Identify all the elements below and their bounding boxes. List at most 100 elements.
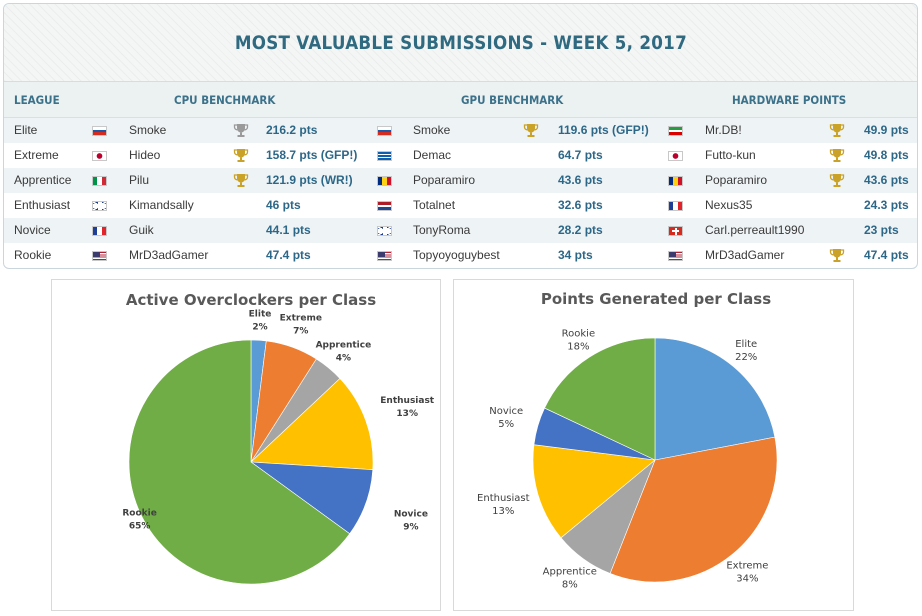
flag-jp-icon <box>668 151 683 161</box>
cpu-points: 216.2 pts <box>266 123 318 137</box>
leaderboard-header: MOST VALUABLE SUBMISSIONS - WEEK 5, 2017 <box>4 4 917 82</box>
gpu-player-name: Smoke <box>413 123 451 137</box>
flag-nl-icon <box>377 201 392 211</box>
league-name: Enthusiast <box>14 198 71 212</box>
gpu-points: 119.6 pts (GFP!) <box>558 123 649 137</box>
slice-category-label: Enthusiast <box>477 493 530 504</box>
flag-ro-icon <box>377 176 392 186</box>
flag-gr-icon <box>377 151 392 161</box>
flag-fr-icon <box>668 201 683 211</box>
slice-category-label: Elite <box>249 309 272 319</box>
slice-category-label: Extreme <box>280 314 322 324</box>
slice-category-label: Novice <box>394 510 428 520</box>
slice-percent-label: 8% <box>562 579 578 590</box>
gold-trophy-icon <box>829 174 845 187</box>
cpu-player-name: MrD3adGamer <box>129 248 209 262</box>
slice-percent-label: 4% <box>336 353 351 363</box>
slice-percent-label: 9% <box>403 523 418 533</box>
gpu-player-name: Poparamiro <box>413 173 476 187</box>
cpu-player-name: Guik <box>129 223 154 237</box>
slice-category-label: Extreme <box>726 561 768 572</box>
hw-points: 49.8 pts <box>864 148 909 162</box>
gpu-points: 64.7 pts <box>558 148 603 162</box>
table-row: Elite Smoke 216.2 pts Smoke 119.6 pts (GFP!)… <box>4 118 917 143</box>
gold-trophy-icon <box>829 249 845 262</box>
flag-ro-icon <box>668 176 683 186</box>
slice-category-label: Rookie <box>562 328 595 339</box>
hw-points: 24.3 pts <box>864 198 909 212</box>
leaderboard-panel: MOST VALUABLE SUBMISSIONS - WEEK 5, 2017… <box>3 3 918 269</box>
league-name: Apprentice <box>14 173 72 187</box>
cpu-points: 47.4 pts <box>266 248 311 262</box>
hw-player-name: Nexus35 <box>705 198 753 212</box>
flag-fr-icon <box>92 226 107 236</box>
slice-category-label: Apprentice <box>316 340 372 350</box>
table-row: Novice Guik 44.1 pts TonyRoma 28.2 pts Carl.p… <box>4 218 917 243</box>
slice-category-label: Apprentice <box>543 566 597 577</box>
chart-title: Points Generated per Class <box>541 290 771 308</box>
slice-percent-label: 18% <box>567 341 589 352</box>
flag-gb-icon <box>377 226 392 236</box>
hw-points: 47.4 pts <box>864 248 909 262</box>
hw-player-name: MrD3adGamer <box>705 248 785 262</box>
flag-us-icon <box>377 251 392 261</box>
chart-title: Active Overclockers per Class <box>126 291 376 309</box>
gpu-player-name: Demac <box>413 148 452 162</box>
slice-percent-label: 2% <box>252 322 267 332</box>
flag-gb-icon <box>92 201 107 211</box>
chart-points-generated: Points Generated per Class Elite 22% Extrem… <box>453 279 854 611</box>
cpu-column-header: CPU BENCHMARK <box>174 93 276 107</box>
gpu-points: 43.6 pts <box>558 173 603 187</box>
cpu-player-name: Kimandsally <box>129 198 194 212</box>
hw-points: 43.6 pts <box>864 173 909 187</box>
silver-trophy-icon <box>233 124 249 137</box>
hw-player-name: Futto-kun <box>705 148 756 162</box>
pie-slice-extreme <box>609 436 778 583</box>
flag-ru-icon <box>92 126 107 136</box>
pie-slice-enthusiast <box>532 444 656 539</box>
flag-us-icon <box>668 251 683 261</box>
gpu-points: 34 pts <box>558 248 593 262</box>
slice-category-label: Enthusiast <box>380 396 435 406</box>
gpu-player-name: Topyoyoguybest <box>413 248 500 262</box>
league-name: Extreme <box>14 148 59 162</box>
slice-percent-label: 65% <box>129 522 151 532</box>
cpu-points: 44.1 pts <box>266 223 311 237</box>
flag-ch-icon <box>668 226 683 236</box>
league-name: Elite <box>14 123 38 137</box>
gold-trophy-icon <box>233 174 249 187</box>
hw-player-name: Poparamiro <box>705 173 768 187</box>
hw-points: 23 pts <box>864 223 899 237</box>
slice-category-label: Rookie <box>122 509 156 519</box>
pie-slice-elite <box>654 337 776 461</box>
slice-category-label: Elite <box>735 339 757 350</box>
hw-player-name: Carl.perreault1990 <box>705 223 805 237</box>
hw-points: 49.9 pts <box>864 123 909 137</box>
pie-slice-rookie <box>544 337 656 461</box>
flag-us-icon <box>92 251 107 261</box>
pie-chart-points-generated: Points Generated per Class Elite 22% Extrem… <box>477 290 778 590</box>
table-row: Enthusiast Kimandsally 46 pts Totalnet 32.6 … <box>4 193 917 218</box>
page-title: MOST VALUABLE SUBMISSIONS - WEEK 5, 2017 <box>234 31 687 54</box>
gold-trophy-icon <box>523 124 539 137</box>
slice-percent-label: 13% <box>492 506 514 517</box>
league-name: Novice <box>14 223 51 237</box>
column-headers: LEAGUE CPU BENCHMARK GPU BENCHMARK HARDW… <box>4 82 917 118</box>
cpu-player-name: Smoke <box>129 123 167 137</box>
flag-ru-icon <box>377 126 392 136</box>
gpu-points: 32.6 pts <box>558 198 603 212</box>
hw-column-header: HARDWARE POINTS <box>732 93 847 107</box>
flag-ir-icon <box>668 126 683 136</box>
league-name: Rookie <box>14 248 52 262</box>
chart-active-overclockers: Active Overclockers per Class Elite 2% Extr… <box>51 279 441 611</box>
leaderboard-rows: Elite Smoke 216.2 pts Smoke 119.6 pts (GFP!)… <box>4 118 917 268</box>
gpu-player-name: Totalnet <box>413 198 456 212</box>
cpu-player-name: Hideo <box>129 148 161 162</box>
hw-player-name: Mr.DB! <box>705 123 742 137</box>
gold-trophy-icon <box>829 124 845 137</box>
cpu-player-name: Pilu <box>129 173 150 187</box>
slice-percent-label: 22% <box>735 352 757 363</box>
cpu-points: 46 pts <box>266 198 301 212</box>
pie-slice-enthusiast <box>250 378 374 470</box>
